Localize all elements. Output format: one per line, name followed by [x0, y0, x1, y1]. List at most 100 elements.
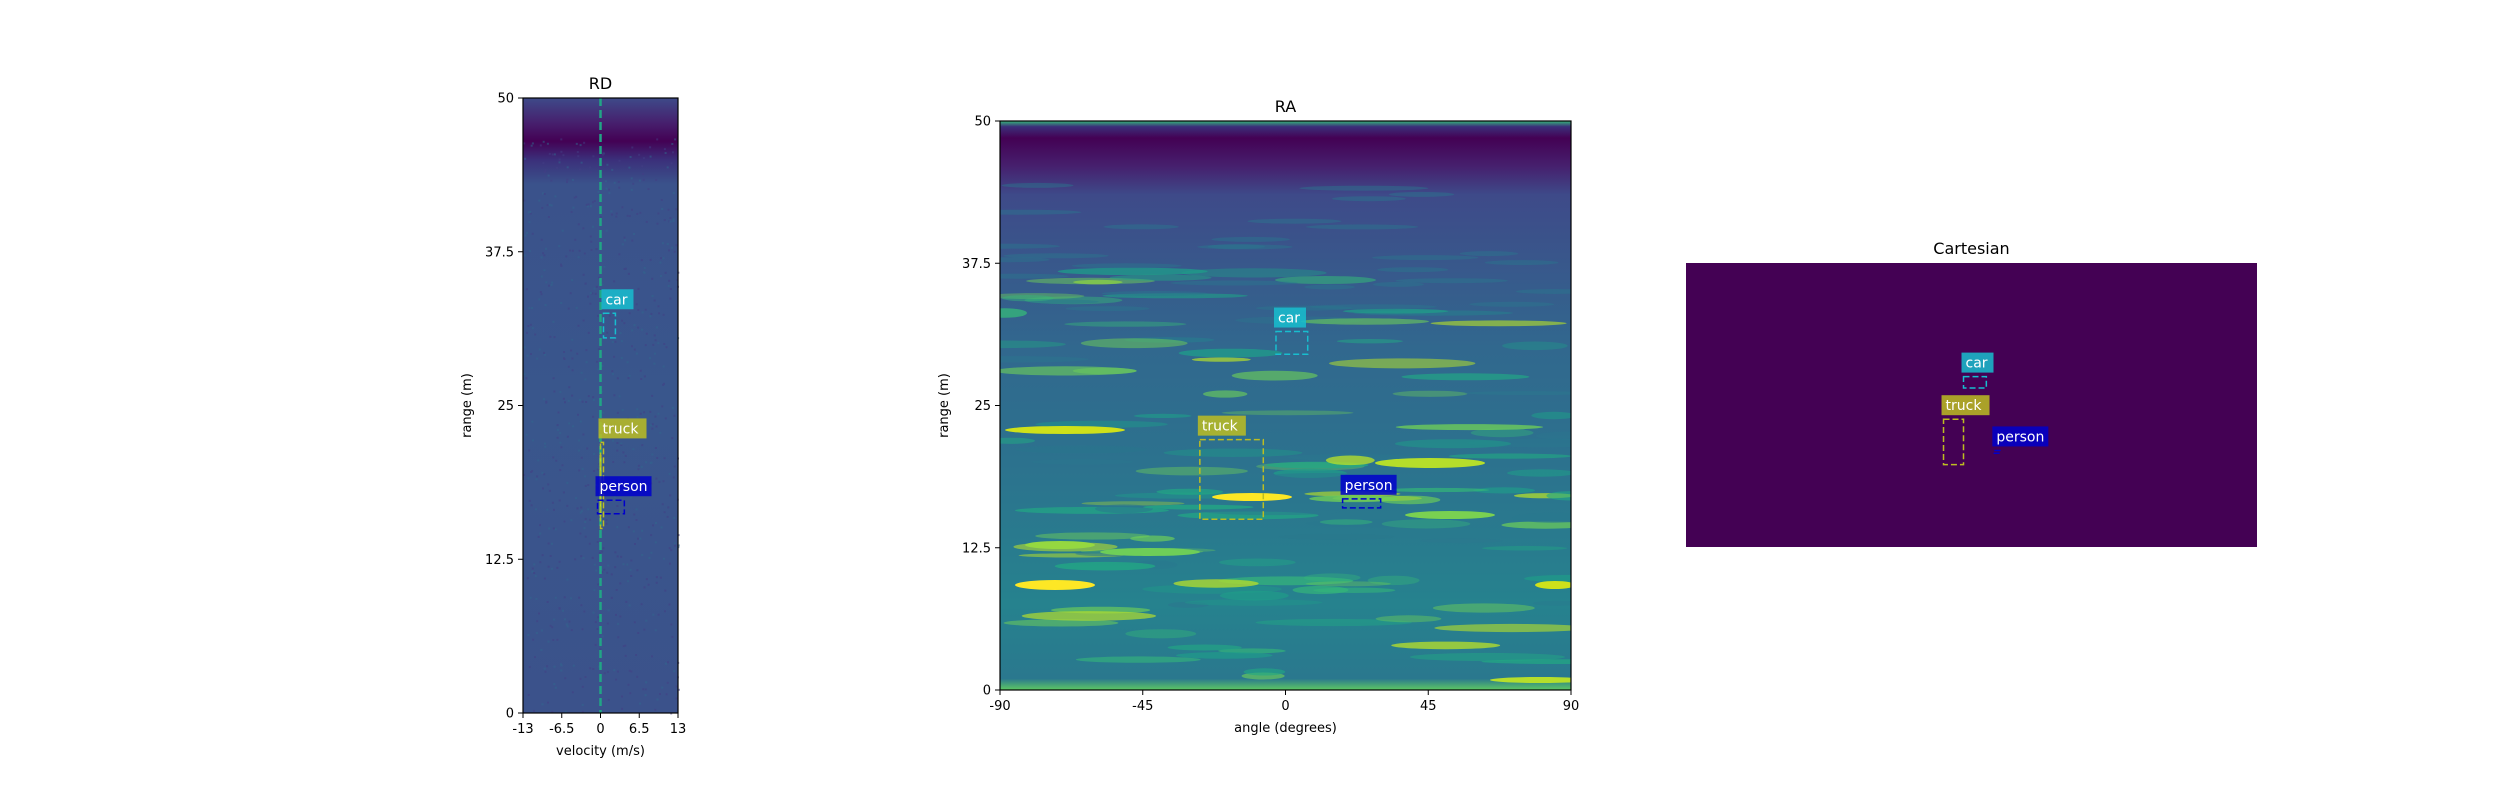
ra-streak — [1156, 488, 1224, 495]
rd-noise-cell — [591, 292, 594, 295]
rd-noise-cell — [637, 468, 640, 471]
rd-noise-cell — [589, 171, 592, 174]
ra-streak — [1109, 274, 1212, 281]
rd-noise-cell — [551, 153, 554, 156]
rd-noise-cell — [545, 400, 548, 403]
rd-noise-cell — [556, 566, 559, 569]
rd-noise-cell — [563, 596, 566, 599]
rd-noise-cell — [653, 334, 656, 337]
rd-noise-cell — [547, 640, 550, 643]
rd-noise-cell — [558, 161, 561, 164]
ra-y-tick-label: 12.5 — [962, 541, 991, 556]
rd-noise-cell — [599, 648, 602, 651]
cartesian-annotation-person: person — [1992, 426, 2049, 455]
ra-streak — [1167, 644, 1242, 651]
rd-noise-cell — [553, 618, 556, 621]
rd-noise-cell — [629, 156, 632, 158]
rd-noise-cell — [531, 142, 534, 145]
rd-noise-cell — [643, 411, 646, 414]
rd-noise-cell — [673, 516, 676, 519]
rd-noise-cell — [556, 638, 559, 641]
ra-streak — [1080, 338, 1188, 349]
rd-noise-cell — [653, 362, 656, 365]
rd-noise-cell — [566, 481, 569, 484]
rd-noise-cell — [612, 461, 615, 463]
rd-noise-cell — [598, 276, 601, 279]
rd-noise-cell — [618, 186, 621, 189]
rd-noise-cell — [543, 254, 546, 257]
ra-streak — [1336, 339, 1403, 344]
rd-noise-cell — [643, 375, 646, 378]
rd-noise-cell — [635, 654, 638, 656]
rd-y-tick-label: 50 — [497, 92, 514, 107]
ra-streak — [1275, 276, 1376, 284]
rd-noise-cell — [566, 435, 569, 438]
rd-noise-cell — [615, 315, 618, 318]
rd-noise-cell — [667, 506, 670, 509]
rd-noise-cell — [618, 395, 621, 398]
rd-noise-cell — [627, 683, 630, 686]
ra-x-tick-label: -45 — [1132, 699, 1153, 714]
cartesian-car-box — [1962, 375, 1988, 389]
rd-noise-cell — [523, 142, 526, 145]
rd-noise-cell — [578, 469, 581, 472]
rd-noise-cell — [605, 187, 608, 190]
rd-noise-cell — [626, 563, 629, 566]
rd-noise-cell — [644, 308, 647, 311]
rd-noise-cell — [553, 336, 556, 339]
ra-bright-spot — [1212, 493, 1292, 501]
rd-noise-cell — [558, 499, 561, 502]
rd-noise-cell — [642, 157, 645, 160]
rd-noise-cell — [620, 340, 623, 343]
cartesian-panel: Cartesian car truck person — [1686, 239, 2257, 547]
rd-noise-cell — [654, 447, 657, 449]
rd-noise-cell — [576, 352, 579, 355]
rd-noise-cell — [544, 442, 547, 445]
rd-noise-cell — [628, 604, 631, 607]
rd-noise-cell — [575, 195, 578, 198]
rd-noise-cell — [642, 178, 645, 181]
rd-noise-cell — [613, 181, 616, 184]
rd-noise-cell — [638, 179, 641, 182]
rd-noise-cell — [621, 707, 624, 710]
rd-noise-cell — [672, 476, 675, 479]
ra-streak — [1535, 431, 1571, 440]
rd-noise-cell — [632, 530, 635, 533]
rd-noise-cell — [546, 601, 549, 603]
rd-noise-cell — [639, 412, 642, 415]
rd-noise-cell — [531, 232, 534, 235]
rd-noise-cell — [601, 571, 604, 574]
rd-noise-cell — [538, 298, 541, 301]
rd-noise-cell — [644, 694, 647, 697]
ra-bright-spot — [1375, 458, 1485, 468]
rd-noise-cell — [564, 677, 567, 680]
rd-noise-cell — [598, 551, 601, 554]
rd-noise-cell — [572, 664, 575, 667]
rd-noise-cell — [584, 475, 587, 478]
rd-noise-cell — [625, 600, 628, 603]
rd-noise-cell — [578, 249, 581, 252]
rd-noise-cell — [528, 449, 531, 452]
ra-streak — [1459, 251, 1519, 257]
rd-noise-cell — [529, 212, 532, 215]
rd-noise-cell — [570, 210, 573, 213]
rd-noise-cell — [630, 559, 633, 562]
rd-noise-cell — [630, 670, 633, 673]
rd-noise-cell — [666, 515, 669, 518]
rd-noise-cell — [553, 683, 556, 686]
rd-noise-cell — [614, 340, 617, 343]
rd-car-label-bg — [601, 289, 634, 310]
rd-noise-cell — [591, 201, 594, 204]
rd-noise-cell — [566, 625, 569, 628]
rd-noise-cell — [643, 586, 646, 589]
rd-noise-cell — [651, 453, 654, 456]
rd-noise-cell — [668, 279, 671, 282]
rd-noise-cell — [527, 325, 530, 327]
rd-noise-cell — [671, 437, 674, 440]
ra-streak — [1329, 358, 1476, 369]
rd-noise-cell — [535, 478, 538, 481]
rd-noise-cell — [558, 607, 561, 610]
rd-noise-cell — [585, 361, 588, 364]
rd-noise-cell — [548, 152, 551, 155]
cartesian-car-label-bg — [1961, 352, 1994, 373]
